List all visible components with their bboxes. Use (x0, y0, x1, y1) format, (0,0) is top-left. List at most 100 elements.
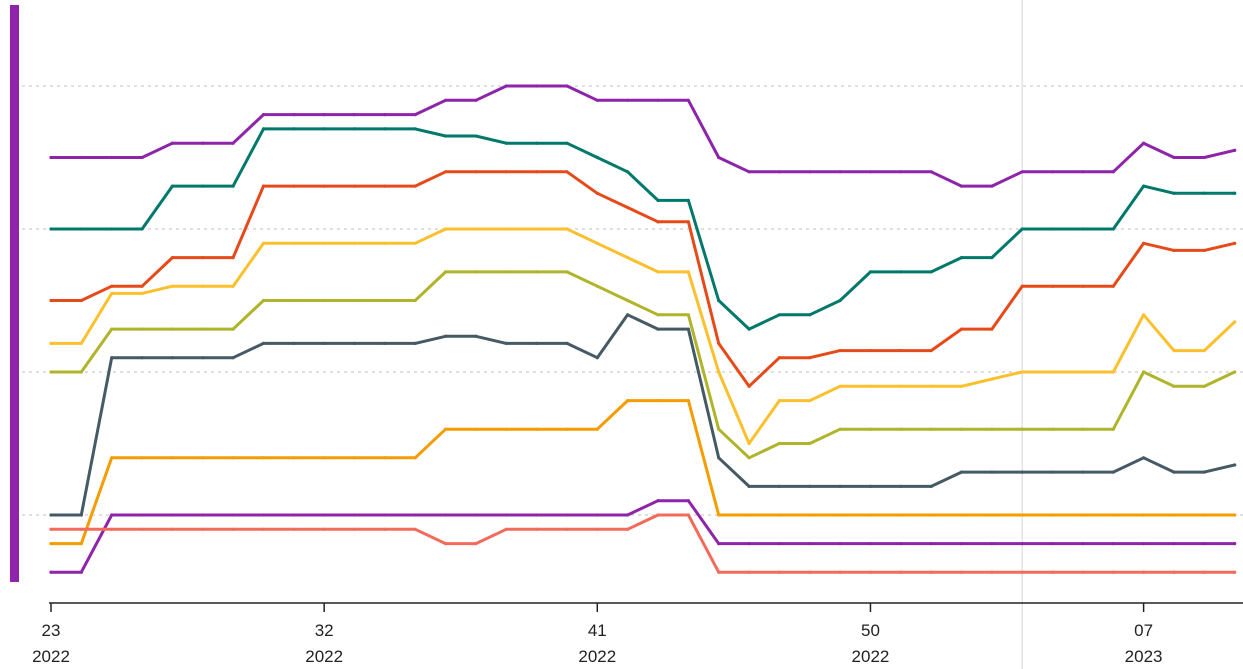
data-point (292, 513, 296, 517)
series-line (49, 227, 1237, 445)
data-point (1020, 513, 1024, 517)
data-point (868, 348, 873, 353)
data-point (656, 327, 660, 331)
series-layer (49, 84, 1237, 574)
data-point (1172, 191, 1176, 195)
data-point (170, 456, 174, 460)
data-point (777, 570, 782, 574)
data-point (535, 513, 539, 517)
data-point (504, 527, 508, 531)
data-point (443, 98, 448, 102)
data-point (1233, 191, 1237, 195)
data-point (110, 155, 114, 160)
series-line (49, 170, 1237, 388)
data-point (1233, 463, 1237, 467)
data-point (686, 513, 690, 517)
data-point (1050, 370, 1055, 374)
data-point (595, 98, 599, 102)
data-point (808, 313, 812, 317)
data-point (231, 256, 235, 260)
data-point (474, 134, 478, 138)
data-point (959, 513, 964, 517)
data-point (838, 348, 842, 353)
data-point (140, 527, 144, 531)
data-point (1020, 170, 1024, 174)
data-point (1111, 570, 1115, 574)
data-point (1111, 370, 1115, 374)
data-point (261, 241, 266, 245)
data-point (443, 334, 448, 338)
data-point (838, 427, 842, 431)
data-point (261, 298, 266, 303)
data-point (959, 327, 964, 331)
data-point (777, 542, 782, 546)
data-point (110, 327, 114, 331)
data-point (261, 456, 266, 460)
data-point (79, 370, 83, 374)
data-point (565, 527, 569, 531)
data-point (717, 570, 721, 574)
data-point (656, 313, 660, 317)
data-point (1172, 348, 1176, 353)
data-point (1172, 248, 1176, 253)
data-point (1050, 284, 1055, 288)
data-point (565, 427, 569, 431)
series-4 (49, 227, 1237, 446)
data-point (1111, 284, 1115, 288)
data-point (443, 270, 448, 274)
series-line (49, 399, 1237, 546)
data-point (79, 513, 83, 517)
x-tick-label-week: 23 (42, 621, 61, 640)
data-point (504, 427, 508, 431)
data-point (474, 513, 478, 517)
data-point (140, 155, 144, 160)
data-point (808, 399, 812, 403)
data-point (717, 513, 721, 517)
data-point (261, 127, 266, 131)
data-point (140, 291, 144, 295)
data-point (474, 542, 478, 546)
data-point (352, 127, 357, 131)
data-point (777, 513, 782, 517)
data-point (322, 527, 326, 531)
data-point (140, 227, 144, 231)
data-point (49, 570, 53, 574)
data-point (1111, 227, 1115, 231)
data-point (929, 170, 933, 174)
data-point (170, 513, 174, 517)
data-point (231, 356, 235, 360)
data-point (595, 513, 599, 517)
data-point (808, 484, 812, 488)
data-point (413, 341, 417, 345)
data-point (656, 198, 660, 202)
data-point (717, 370, 721, 374)
data-point (352, 241, 357, 245)
data-point (322, 241, 326, 245)
data-point (656, 399, 660, 403)
data-point (443, 542, 448, 546)
data-point (1111, 170, 1115, 174)
data-point (626, 205, 630, 210)
series-line (49, 513, 1237, 574)
data-point (1142, 542, 1146, 546)
data-point (747, 513, 751, 517)
data-point (352, 184, 357, 188)
data-point (959, 384, 964, 388)
data-point (990, 327, 994, 331)
data-point (201, 356, 205, 360)
data-point (1142, 570, 1146, 574)
data-point (49, 513, 53, 517)
data-point (292, 298, 296, 303)
series-8 (49, 499, 1237, 574)
data-point (383, 456, 387, 460)
data-point (170, 256, 174, 260)
data-point (777, 313, 782, 317)
data-point (929, 270, 933, 274)
data-point (990, 377, 994, 381)
data-point (686, 313, 690, 317)
x-tick-label-week: 50 (861, 621, 880, 640)
data-point (595, 284, 599, 288)
data-point (656, 98, 660, 102)
data-point (140, 327, 144, 331)
data-point (929, 427, 933, 431)
